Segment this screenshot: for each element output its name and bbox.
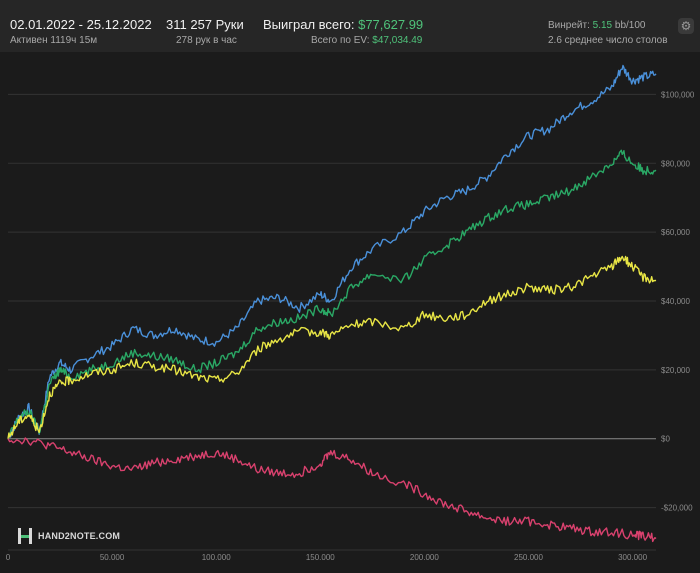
logo-text: HAND2NOTE.COM xyxy=(38,531,121,541)
y-tick-label: $0 xyxy=(661,435,670,444)
x-tick-label: 200.000 xyxy=(410,553,439,562)
average-tables: 2.6 среднее число столов xyxy=(548,35,668,46)
active-time: Активен 1119ч 15м xyxy=(10,35,98,46)
ev-winnings-line xyxy=(7,255,657,439)
date-range[interactable]: 02.01.2022 - 25.12.2022 xyxy=(10,17,152,32)
ev-value: $47,034.49 xyxy=(372,35,423,46)
series-lines xyxy=(7,64,657,543)
winrate: Винрейт: 5.15 bb/100 xyxy=(548,20,645,31)
won-total: Выиграл всего: $77,627.99 xyxy=(263,17,423,32)
x-tick-label: 100.000 xyxy=(202,553,231,562)
profit-chart: -$20,000 $0 $20,000 $40,000 $60,000 $80,000 $1… xyxy=(6,64,695,562)
y-tick-label: -$20,000 xyxy=(661,504,693,513)
x-tick-label: 0 xyxy=(6,553,11,562)
hands-count: 311 257 Руки xyxy=(166,17,244,32)
gear-icon[interactable]: ⚙ xyxy=(678,18,694,34)
winrate-label: Винрейт: xyxy=(548,20,590,31)
y-tick-label: $100,000 xyxy=(661,90,695,99)
hands-per-hour: 278 рук в час xyxy=(176,35,237,46)
y-tick-label: $20,000 xyxy=(661,366,690,375)
x-axis: 0 50.000 100.000 150.000 200.000 250.000 300.0… xyxy=(6,549,656,562)
x-tick-label: 50.000 xyxy=(100,553,125,562)
hand2note-logo: HAND2NOTE.COM xyxy=(18,528,120,544)
y-tick-label: $40,000 xyxy=(661,297,690,306)
winrate-suffix: bb/100 xyxy=(614,20,646,31)
x-tick-label: 300.000 xyxy=(618,553,647,562)
y-tick-label: $80,000 xyxy=(661,159,690,168)
stats-header: 02.01.2022 - 25.12.2022 Активен 1119ч 15… xyxy=(0,0,700,52)
winrate-value: 5.15 xyxy=(592,20,613,31)
total-winnings-line xyxy=(7,64,657,440)
y-tick-label: $60,000 xyxy=(661,228,690,237)
non-showdown-winnings-line xyxy=(7,437,657,543)
y-axis: -$20,000 $0 $20,000 $40,000 $60,000 $80,000 $1… xyxy=(661,90,695,512)
won-label: Выиграл всего: xyxy=(263,17,355,32)
x-tick-label: 250.000 xyxy=(514,553,543,562)
grid xyxy=(8,93,656,509)
x-tick-label: 150.000 xyxy=(306,553,335,562)
ev-label: Всего по EV: xyxy=(311,35,370,46)
won-value: $77,627.99 xyxy=(358,17,424,32)
showdown-winnings-line xyxy=(7,149,657,439)
ev-total: Всего по EV: $47,034.49 xyxy=(311,35,422,46)
logo-mark-icon xyxy=(18,528,32,544)
